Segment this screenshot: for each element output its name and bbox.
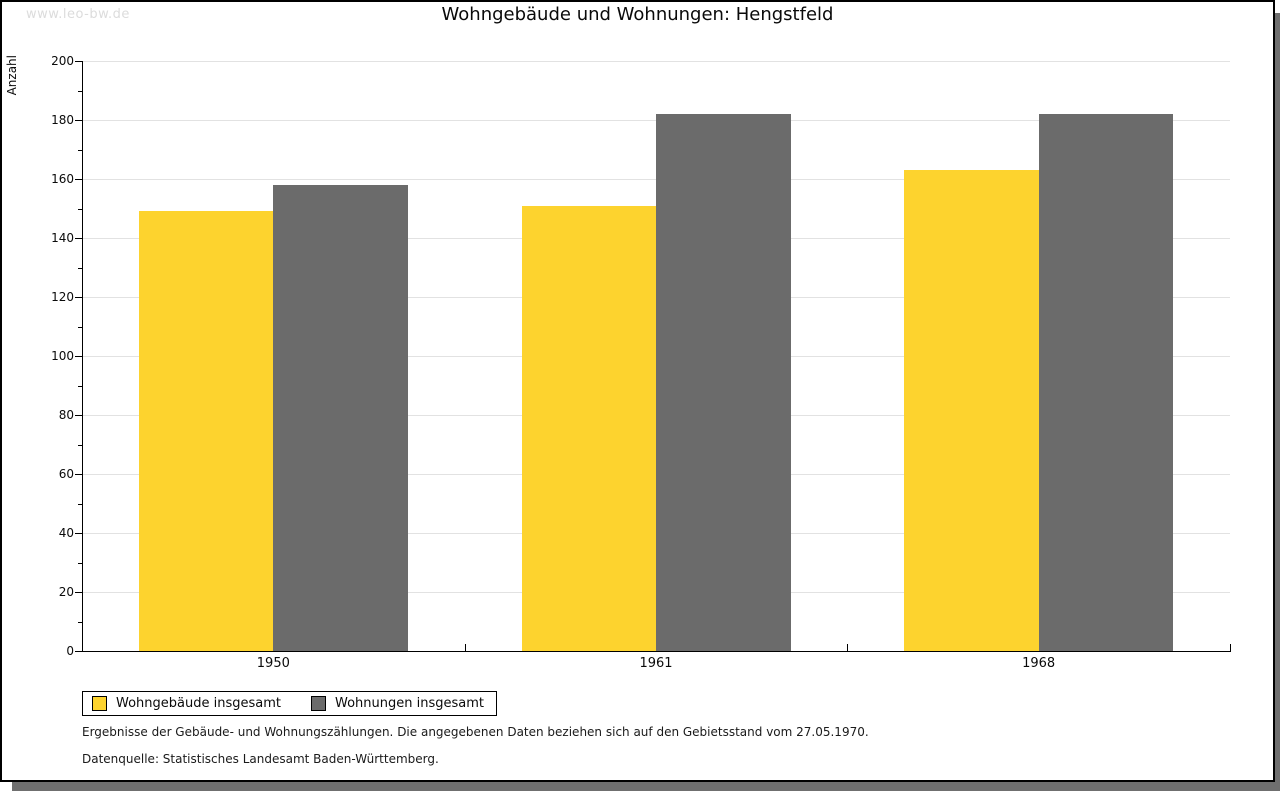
y-tick: [75, 651, 82, 652]
plot-area: 0 20 40 60 80 100 120 140 160 180 200 1950 1961 1968: [2, 2, 1273, 780]
legend-swatch: [92, 696, 107, 711]
x-axis-line: [82, 651, 1231, 652]
y-tick: [78, 326, 82, 328]
y-tick: [75, 120, 82, 121]
y-tick: [78, 208, 82, 210]
y-tick-label: 200: [51, 54, 74, 68]
y-tick: [75, 356, 82, 357]
legend-item: Wohnungen insgesamt: [311, 696, 484, 711]
footnote-line: Datenquelle: Statistisches Landesamt Bad…: [82, 752, 439, 766]
y-tick: [78, 149, 82, 151]
y-tick: [78, 562, 82, 564]
y-tick: [75, 592, 82, 593]
legend-label: Wohngebäude insgesamt: [116, 696, 281, 711]
footnotes: Ergebnisse der Gebäude- und Wohnungszähl…: [82, 725, 869, 779]
y-tick-label: 80: [58, 408, 74, 422]
x-tick: [847, 644, 849, 651]
x-category-label: 1968: [1022, 656, 1056, 671]
grid-line: [82, 61, 1230, 62]
legend: Wohngebäude insgesamt Wohnungen insgesamt: [82, 691, 497, 716]
y-tick: [78, 503, 82, 505]
y-tick: [75, 61, 82, 62]
x-category-label: 1950: [256, 656, 290, 671]
legend-label: Wohnungen insgesamt: [335, 696, 484, 711]
bar-wohnungen-insgesamt-1950: [273, 184, 408, 651]
y-tick-label: 140: [51, 231, 74, 245]
y-tick: [78, 444, 82, 446]
chart-title: Wohngebäude und Wohnungen: Hengstfeld: [441, 4, 834, 25]
y-tick-label: 160: [51, 172, 74, 186]
y-tick-label: 180: [51, 113, 74, 127]
bar-wohngeb-ude-insgesamt-1961: [521, 205, 656, 651]
y-tick: [78, 267, 82, 269]
y-tick-label: 100: [51, 349, 74, 363]
x-tick: [1230, 644, 1231, 651]
legend-item: Wohngebäude insgesamt: [92, 696, 281, 711]
y-tick: [75, 474, 82, 475]
y-tick: [78, 385, 82, 387]
bar-wohngeb-ude-insgesamt-1950: [138, 211, 274, 651]
y-tick: [75, 415, 82, 416]
bar-wohngeb-ude-insgesamt-1968: [904, 170, 1039, 651]
legend-swatch: [311, 696, 326, 711]
x-tick: [464, 644, 466, 651]
y-tick-label: 20: [58, 585, 74, 599]
y-tick: [75, 179, 82, 180]
y-tick: [78, 90, 82, 92]
y-tick: [75, 297, 82, 298]
x-category-label: 1961: [639, 656, 673, 671]
y-tick-label: 60: [58, 467, 74, 481]
y-tick-label: 120: [51, 290, 74, 304]
bar-wohnungen-insgesamt-1968: [1038, 114, 1174, 651]
y-tick-label: 0: [66, 644, 74, 658]
y-tick-label: 40: [58, 526, 74, 540]
y-tick: [78, 621, 82, 623]
footnote-line: Ergebnisse der Gebäude- und Wohnungszähl…: [82, 725, 869, 739]
watermark: www.leo-bw.de: [26, 7, 130, 22]
y-tick: [75, 533, 82, 534]
y-axis-line: [82, 61, 83, 652]
y-tick: [75, 238, 82, 239]
bar-wohnungen-insgesamt-1961: [656, 114, 791, 651]
